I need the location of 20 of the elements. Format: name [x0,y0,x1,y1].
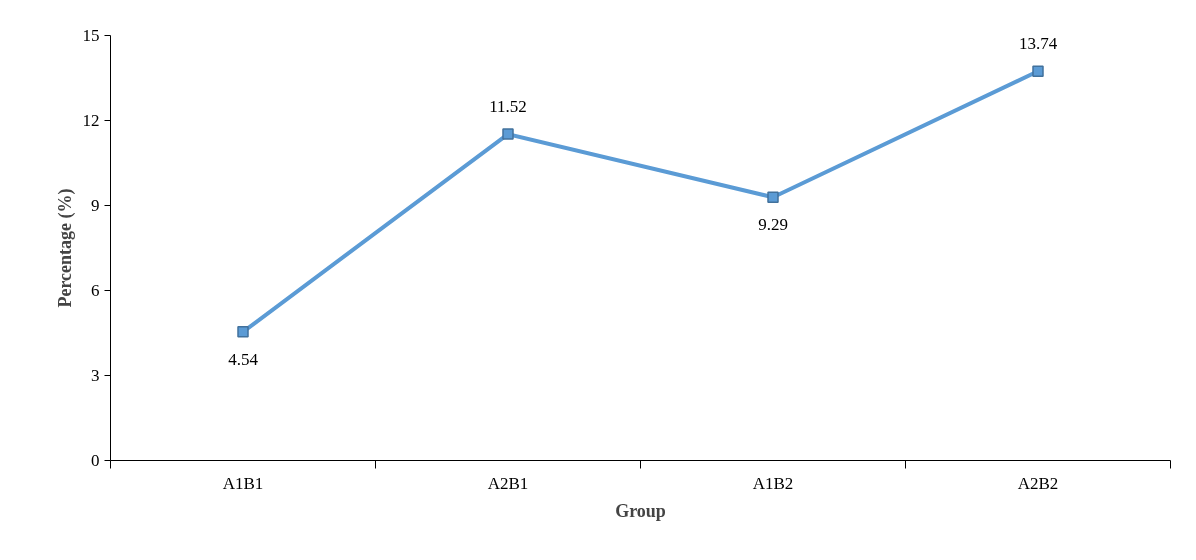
y-tick-label: 3 [91,366,100,385]
x-tick-label: A2B1 [487,473,529,493]
data-label: 9.29 [758,215,788,235]
point [1032,65,1044,77]
y-tick-label: 12 [82,111,100,130]
x-tick-label: A1B2 [752,473,794,493]
data-label: 11.52 [489,97,527,117]
data-label: 13.74 [1018,34,1058,54]
x-tick-label: A1B1 [222,473,264,493]
point [237,326,249,338]
y-tick-label: 15 [82,26,100,45]
point [502,128,514,140]
y-tick-label: 0 [91,451,100,470]
y-axis-title: Percentage (%) [54,188,76,308]
x-tick-label: A2B2 [1017,473,1059,493]
y-tick-label: 6 [91,281,100,300]
data-label: 4.54 [228,349,259,369]
x-axis-title: Group [615,500,666,521]
point [767,191,779,204]
y-tick-label: 9 [91,196,100,215]
